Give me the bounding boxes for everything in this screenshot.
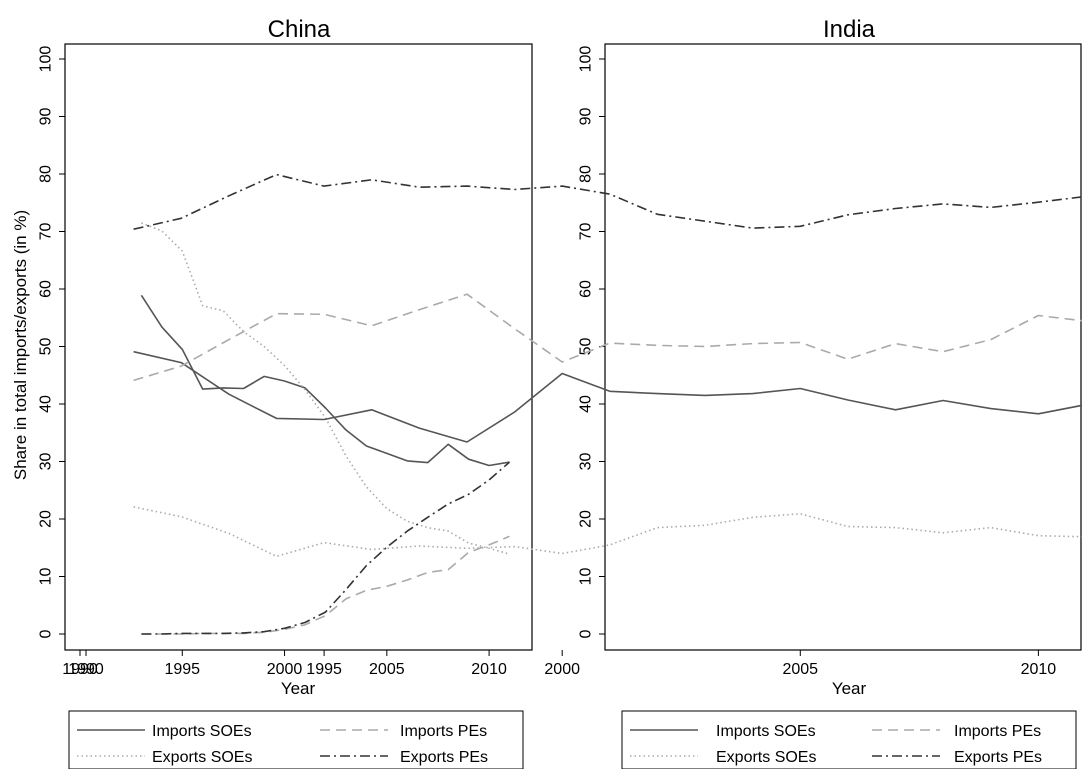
x-tick-label: 1990 — [62, 661, 98, 678]
x-tick-label: 1990 — [68, 661, 104, 678]
y-tick-label: 80 — [38, 165, 55, 183]
plot-frame — [64, 43, 533, 651]
legend-label-exports-soes: Exports SOEs — [152, 749, 252, 766]
y-axis-label: Share in total imports/exports (in %) — [11, 210, 30, 480]
y-tick-label: 70 — [578, 223, 595, 241]
series-line-exports-pes — [141, 461, 511, 635]
legend-label-exports-pes: Exports PEs — [954, 749, 1042, 766]
x-tick-label: 2005 — [369, 661, 405, 678]
x-tick-label: 1995 — [164, 661, 200, 678]
y-tick-label: 60 — [578, 280, 595, 298]
legend-box — [621, 710, 1077, 769]
legend: Imports SOEs Imports PEs Exports SOEs Ex… — [621, 710, 1077, 769]
x-tick-label: 1995 — [306, 661, 342, 678]
x-tick-label: 2005 — [782, 661, 818, 678]
legend-label-imports-soes: Imports SOEs — [152, 723, 252, 740]
legend-label-exports-soes: Exports SOEs — [716, 749, 816, 766]
chart-title: China — [268, 16, 331, 43]
series-line-exports-soes — [133, 506, 1082, 558]
y-tick-label: 10 — [38, 568, 55, 586]
y-tick-label: 40 — [38, 395, 55, 413]
y-tick-label: 90 — [38, 108, 55, 126]
y-tick-label: 0 — [578, 629, 595, 638]
series-line-imports-soes — [133, 350, 1082, 443]
y-tick-label: 80 — [578, 165, 595, 183]
series-line-exports-pes — [133, 173, 1082, 230]
x-tick-label: 2000 — [544, 661, 580, 678]
series-line-imports-pes — [141, 535, 510, 635]
y-tick-label: 100 — [578, 46, 595, 73]
x-tick-label: 2010 — [1021, 661, 1057, 678]
x-tick-label: 2000 — [267, 661, 303, 678]
chart-title: India — [823, 16, 876, 43]
y-tick-label: 10 — [578, 568, 595, 586]
plot-frame — [604, 43, 1082, 651]
y-tick-label: 90 — [578, 108, 595, 126]
legend-label-imports-pes: Imports PEs — [400, 723, 487, 740]
legend-label-imports-pes: Imports PEs — [954, 723, 1041, 740]
legend-label-exports-pes: Exports PEs — [400, 749, 488, 766]
x-tick-label: 2010 — [471, 661, 507, 678]
y-tick-label: 30 — [578, 453, 595, 471]
x-axis-label: Year — [281, 679, 316, 698]
series-line-imports-pes — [133, 293, 1082, 382]
y-tick-label: 20 — [578, 510, 595, 528]
y-tick-label: 30 — [38, 453, 55, 471]
y-tick-label: 50 — [38, 338, 55, 356]
y-tick-label: 60 — [38, 280, 55, 298]
x-axis-label: Year — [832, 679, 867, 698]
legend: Imports SOEs Imports PEs Exports SOEs Ex… — [68, 710, 524, 769]
legend-label-imports-soes: Imports SOEs — [716, 723, 816, 740]
series-line-imports-soes — [140, 294, 510, 467]
y-tick-label: 100 — [38, 46, 55, 73]
legend-box — [68, 710, 524, 769]
series-line-exports-soes — [141, 222, 510, 555]
y-tick-label: 70 — [38, 223, 55, 241]
y-tick-label: 0 — [38, 629, 55, 638]
y-tick-label: 40 — [578, 395, 595, 413]
y-tick-label: 20 — [38, 510, 55, 528]
